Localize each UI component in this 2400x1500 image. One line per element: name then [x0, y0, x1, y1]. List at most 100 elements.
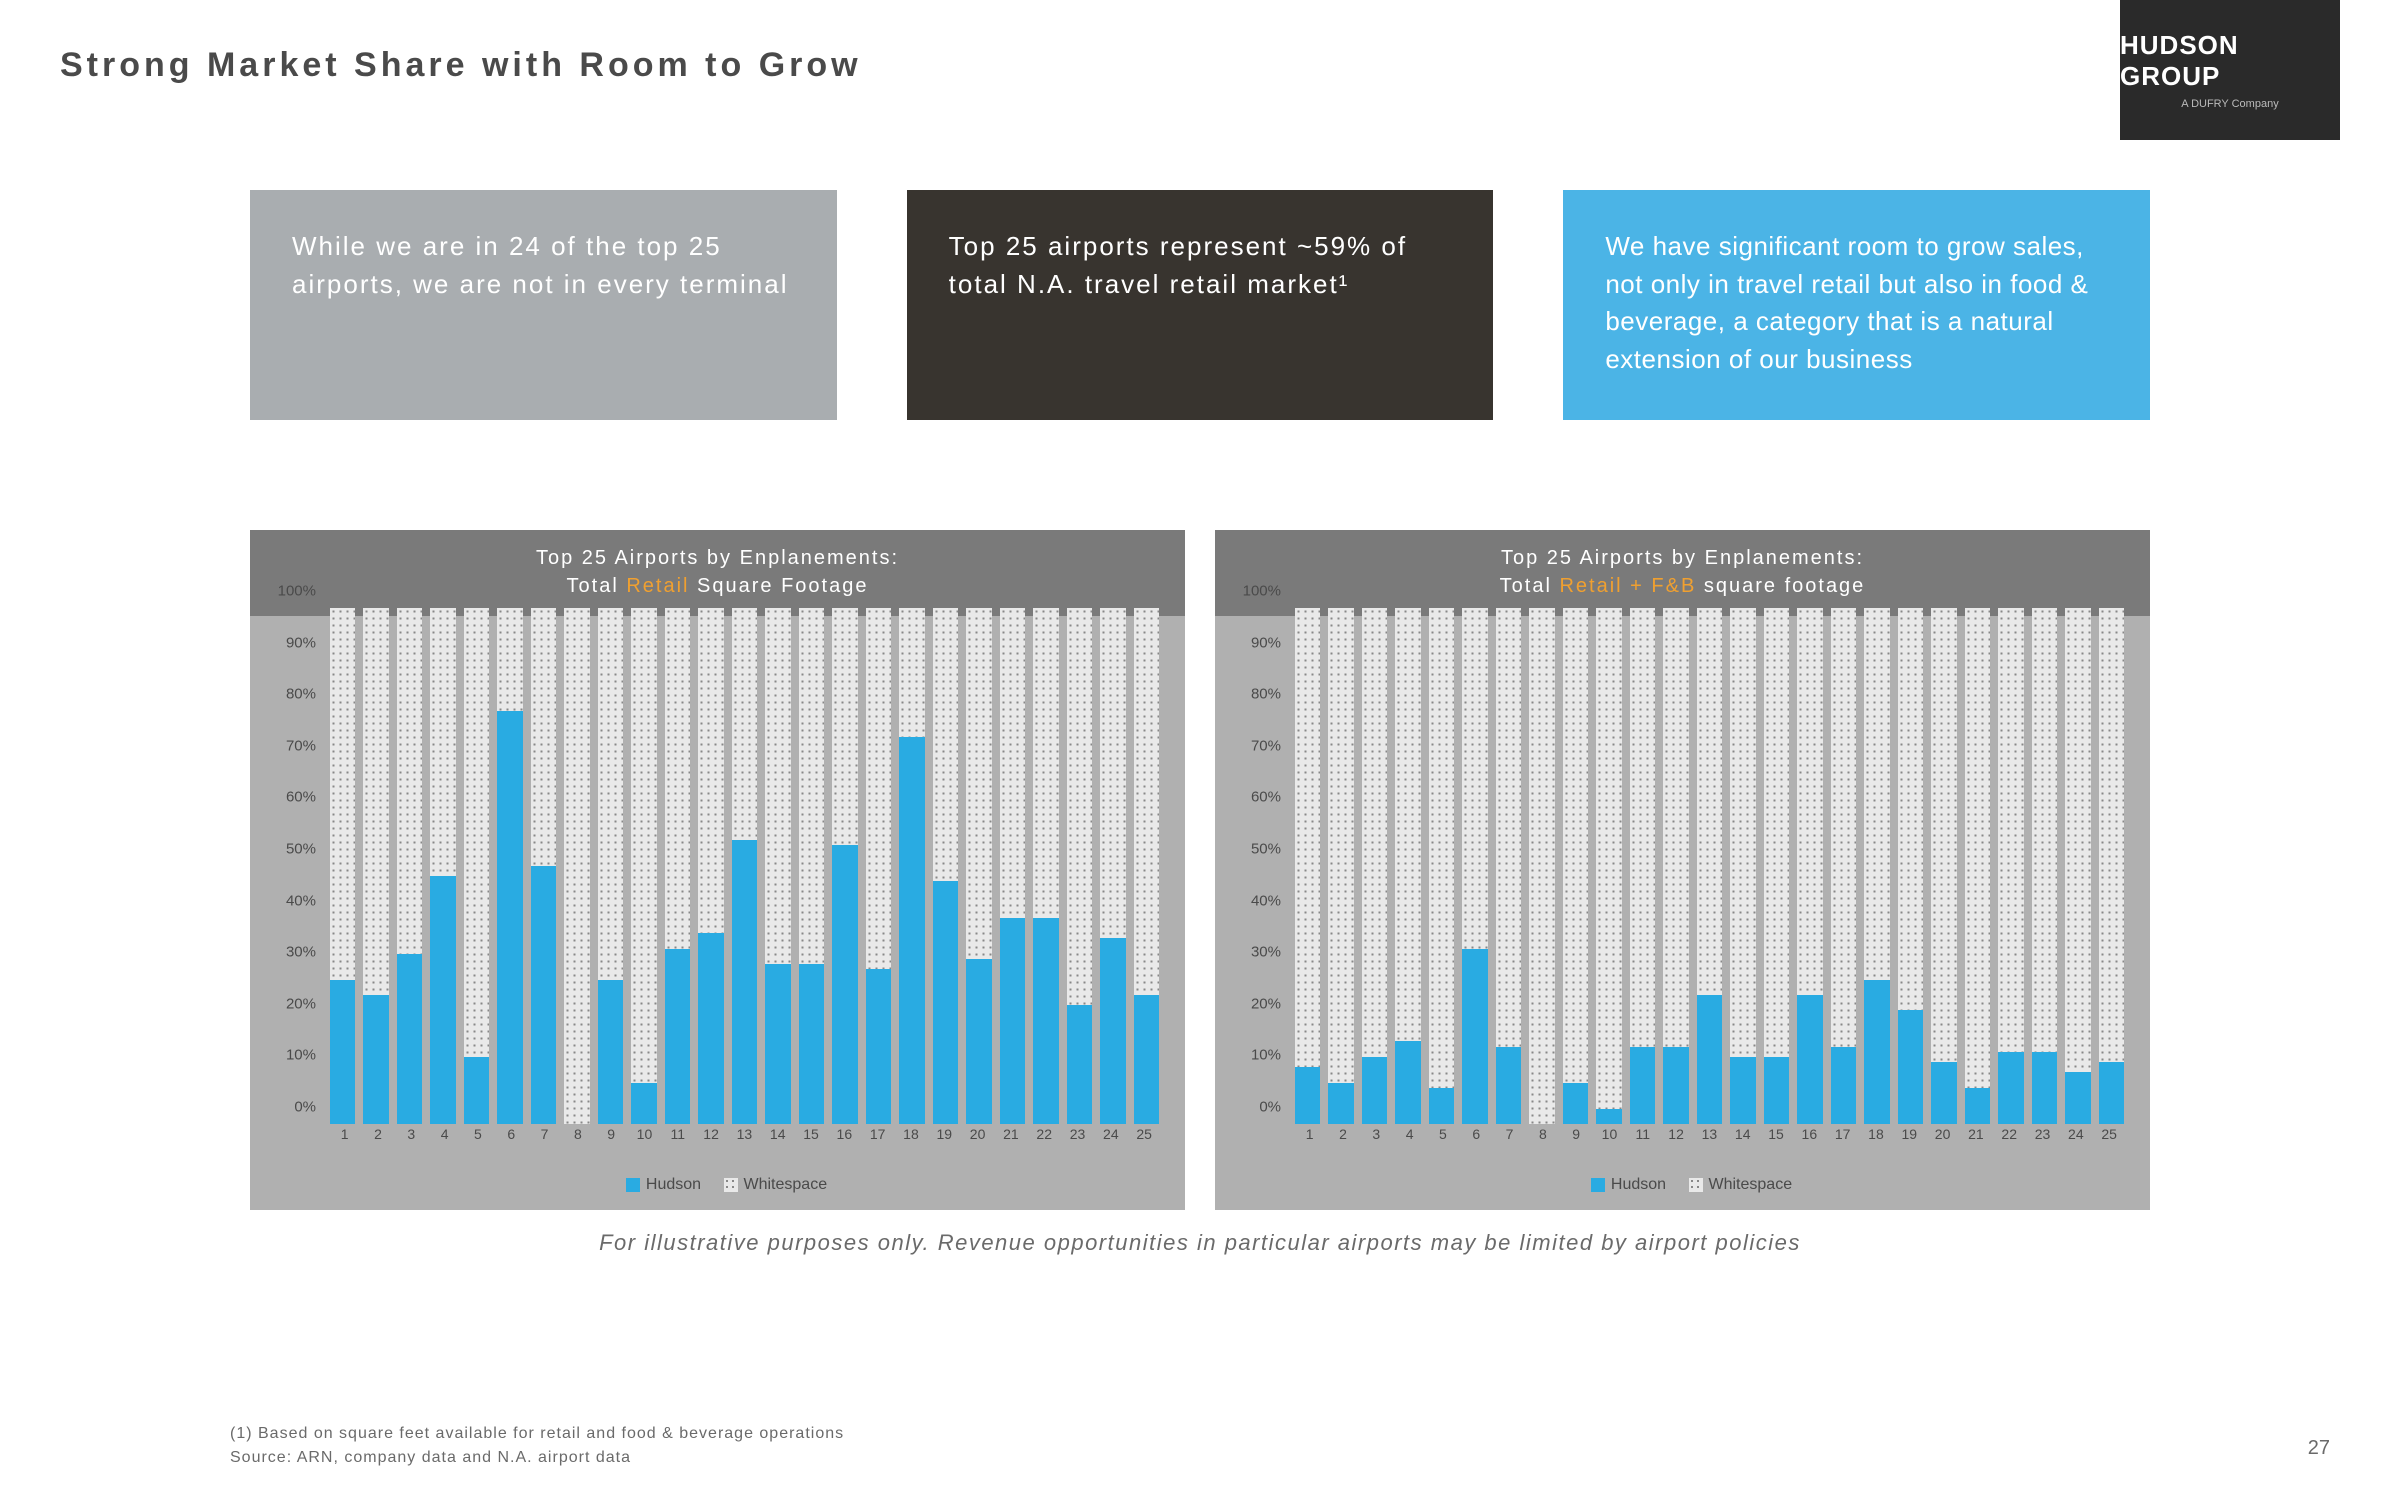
- x-tick: 22: [1993, 1126, 2026, 1154]
- y-tick: 50%: [286, 841, 316, 858]
- bar-hudson: [732, 840, 757, 1124]
- legend-hudson: Hudson: [646, 1176, 701, 1193]
- callout-terminals: While we are in 24 of the top 25 airport…: [250, 190, 837, 420]
- bar-hudson: [1697, 995, 1722, 1124]
- x-tick: 4: [1393, 1126, 1426, 1154]
- bar-hudson: [1362, 1057, 1387, 1124]
- x-tick: 5: [461, 1126, 494, 1154]
- bar-hudson: [966, 959, 991, 1124]
- bar-hudson: [799, 964, 824, 1124]
- bar-whitespace: [1328, 608, 1353, 1124]
- bar-slot: [964, 608, 993, 1124]
- chart-retail-title: Top 25 Airports by Enplanements: Total R…: [250, 530, 1185, 616]
- bar-slot: [562, 608, 591, 1124]
- bar-whitespace: [1362, 608, 1387, 1124]
- x-tick: 14: [761, 1126, 794, 1154]
- chart-title-line2a: Total: [567, 575, 627, 597]
- x-tick: 12: [694, 1126, 727, 1154]
- bar-hudson: [631, 1083, 656, 1124]
- bar-slot: [495, 608, 524, 1124]
- bar-hudson: [363, 995, 388, 1124]
- x-tick: 18: [1859, 1126, 1892, 1154]
- bar-hudson: [1596, 1109, 1621, 1124]
- x-tick: 13: [1693, 1126, 1726, 1154]
- bar-slot: [361, 608, 390, 1124]
- footnote-source: Source: ARN, company data and N.A. airpo…: [230, 1446, 844, 1470]
- bar-slot: [1460, 608, 1489, 1124]
- bar-hudson: [1462, 949, 1487, 1124]
- bar-hudson: [1134, 995, 1159, 1124]
- x-tick: 14: [1726, 1126, 1759, 1154]
- bar-slot: [328, 608, 357, 1124]
- bar-hudson: [1864, 980, 1889, 1124]
- x-tick: 17: [861, 1126, 894, 1154]
- swatch-whitespace: [1689, 1178, 1703, 1192]
- chart-title-accent: Retail + F&B: [1559, 575, 1696, 597]
- bar-hudson: [1898, 1010, 1923, 1124]
- bar-slot: [1561, 608, 1590, 1124]
- bar-slot: [1527, 608, 1556, 1124]
- swatch-hudson: [1591, 1178, 1605, 1192]
- callout-market-share: Top 25 airports represent ~59% of total …: [907, 190, 1494, 420]
- x-tick: 13: [728, 1126, 761, 1154]
- x-tick: 8: [561, 1126, 594, 1154]
- bar-whitespace: [631, 608, 656, 1124]
- footnote-illustrative: For illustrative purposes only. Revenue …: [250, 1230, 2150, 1256]
- bar-hudson: [1033, 918, 1058, 1124]
- bar-whitespace: [1965, 608, 1990, 1124]
- x-tick: 19: [1893, 1126, 1926, 1154]
- x-tick: 5: [1426, 1126, 1459, 1154]
- chart-title-line2b: square footage: [1696, 575, 1865, 597]
- x-tick: 24: [2059, 1126, 2092, 1154]
- x-tick: 23: [1061, 1126, 1094, 1154]
- bar-whitespace: [1295, 608, 1320, 1124]
- bar-hudson: [531, 866, 556, 1124]
- bar-whitespace: [1764, 608, 1789, 1124]
- bar-slot: [529, 608, 558, 1124]
- chart-retail-plot: [328, 608, 1161, 1124]
- bar-whitespace: [464, 608, 489, 1124]
- bar-hudson: [1100, 938, 1125, 1124]
- legend-whitespace: Whitespace: [744, 1176, 828, 1193]
- bar-hudson: [899, 737, 924, 1124]
- bar-slot: [1963, 608, 1992, 1124]
- bar-hudson: [1295, 1067, 1320, 1124]
- bar-whitespace: [1931, 608, 1956, 1124]
- y-axis: 0%10%20%30%40%50%60%70%80%90%100%: [1215, 608, 1289, 1124]
- chart-title-line2b: Square Footage: [689, 575, 868, 597]
- bar-hudson: [698, 933, 723, 1124]
- chart-fnb-title: Top 25 Airports by Enplanements: Total R…: [1215, 530, 2150, 616]
- bar-slot: [696, 608, 725, 1124]
- bar-hudson: [765, 964, 790, 1124]
- x-tick: 10: [1593, 1126, 1626, 1154]
- bar-slot: [1862, 608, 1891, 1124]
- x-tick: 8: [1526, 1126, 1559, 1154]
- x-axis: 1234567891011121314151617181920212223242…: [1293, 1126, 2126, 1154]
- y-axis: 0%10%20%30%40%50%60%70%80%90%100%: [250, 608, 324, 1124]
- bar-hudson: [330, 980, 355, 1124]
- bar-slot: [1065, 608, 1094, 1124]
- chart-title-line1: Top 25 Airports by Enplanements:: [1501, 547, 1864, 569]
- bar-hudson: [1797, 995, 1822, 1124]
- chart-fnb-plot: [1293, 608, 2126, 1124]
- bar-hudson: [2032, 1052, 2057, 1124]
- bar-hudson: [1630, 1047, 1655, 1124]
- bar-hudson: [665, 949, 690, 1124]
- bar-hudson: [2065, 1072, 2090, 1124]
- y-tick: 60%: [1251, 789, 1281, 806]
- page-number: 27: [2308, 1437, 2330, 1460]
- bar-hudson: [933, 881, 958, 1124]
- bar-slot: [1762, 608, 1791, 1124]
- bar-hudson: [397, 954, 422, 1124]
- bar-hudson: [598, 980, 623, 1124]
- bar-hudson: [1328, 1083, 1353, 1124]
- y-tick: 10%: [1251, 1047, 1281, 1064]
- bar-slot: [1661, 608, 1690, 1124]
- bar-whitespace: [1529, 608, 1554, 1124]
- x-tick: 3: [395, 1126, 428, 1154]
- bar-whitespace: [564, 608, 589, 1124]
- bar-slot: [663, 608, 692, 1124]
- x-tick: 15: [794, 1126, 827, 1154]
- x-tick: 20: [1926, 1126, 1959, 1154]
- bar-slot: [395, 608, 424, 1124]
